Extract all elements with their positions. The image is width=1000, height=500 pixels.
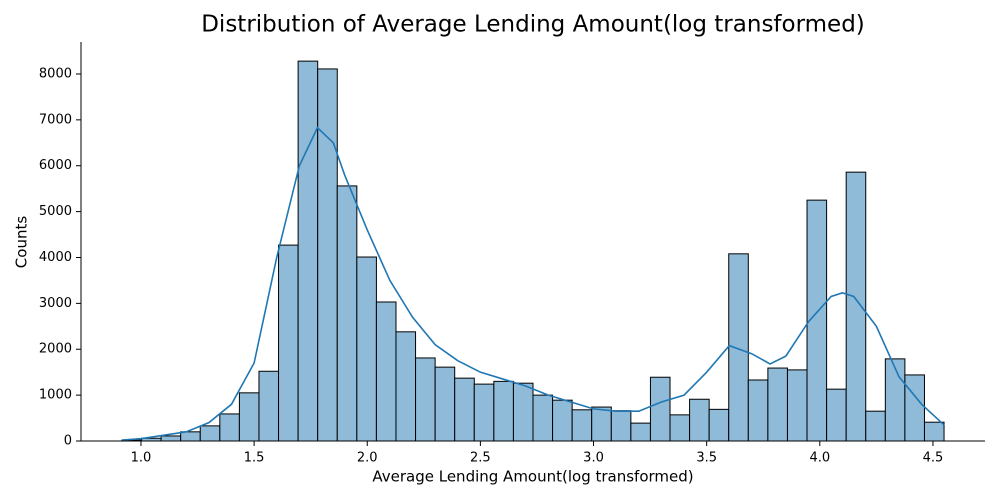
histogram-bar bbox=[199, 425, 221, 442]
x-tick-label: 3.5 bbox=[696, 451, 717, 466]
histogram-bar bbox=[591, 406, 612, 442]
y-tick-label: 6000 bbox=[39, 158, 72, 173]
x-tick-label: 4.5 bbox=[923, 451, 944, 466]
y-tick-label: 0 bbox=[64, 434, 72, 449]
histogram-bar bbox=[512, 382, 534, 442]
histogram-bar bbox=[884, 358, 906, 442]
histogram-bar bbox=[297, 60, 319, 442]
histogram-bar bbox=[375, 301, 397, 442]
histogram-bar bbox=[356, 256, 377, 442]
histogram-bar bbox=[219, 413, 240, 442]
y-axis-label: Counts bbox=[13, 216, 31, 269]
x-tick-label: 4.0 bbox=[809, 451, 830, 466]
histogram-bar bbox=[610, 410, 632, 442]
y-tick-label: 4000 bbox=[39, 250, 72, 265]
histogram-bar bbox=[473, 383, 495, 442]
histogram-bar bbox=[552, 399, 573, 442]
histogram-bar bbox=[826, 388, 847, 442]
histogram-bar bbox=[278, 244, 299, 442]
y-tick-label: 8000 bbox=[39, 66, 72, 81]
histogram-bar bbox=[747, 379, 769, 442]
histogram-bar bbox=[669, 414, 691, 442]
histogram-bar bbox=[865, 410, 886, 442]
histogram-bar bbox=[649, 376, 671, 442]
histogram-bar bbox=[532, 394, 554, 442]
histogram-bar bbox=[317, 68, 338, 442]
x-tick-label: 1.0 bbox=[131, 451, 152, 466]
histogram-bar bbox=[238, 392, 260, 442]
x-tick-label: 2.0 bbox=[357, 451, 378, 466]
x-tick-label: 3.0 bbox=[583, 451, 604, 466]
histogram-bar bbox=[395, 331, 417, 442]
y-tick-label: 3000 bbox=[39, 296, 72, 311]
x-axis-label: Average Lending Amount(log transformed) bbox=[372, 468, 693, 486]
histogram-bar bbox=[454, 377, 475, 442]
y-tick-label: 1000 bbox=[39, 388, 72, 403]
histogram-bar bbox=[845, 171, 867, 442]
histogram-bar bbox=[728, 253, 749, 442]
kde-line bbox=[121, 126, 945, 441]
chart-title: Distribution of Average Lending Amount(l… bbox=[201, 12, 865, 38]
histogram-bar bbox=[767, 367, 788, 442]
histogram-bar bbox=[258, 370, 280, 442]
x-tick-label: 2.5 bbox=[470, 451, 491, 466]
histogram-bar bbox=[571, 409, 593, 442]
histogram-bar bbox=[786, 369, 808, 442]
y-tick-label: 2000 bbox=[39, 342, 72, 357]
histogram-bar bbox=[689, 398, 710, 442]
histogram-bar bbox=[160, 435, 182, 442]
histogram-bar bbox=[708, 408, 730, 442]
histogram-bar bbox=[415, 357, 436, 442]
histogram-bar bbox=[336, 185, 358, 442]
histogram-bar bbox=[180, 431, 201, 442]
y-tick-label: 5000 bbox=[39, 204, 72, 219]
y-tick-label: 7000 bbox=[39, 112, 72, 127]
histogram-bar bbox=[904, 374, 925, 442]
x-tick-label: 1.5 bbox=[244, 451, 265, 466]
histogram-bar bbox=[434, 366, 456, 442]
histogram-bar bbox=[630, 422, 651, 442]
histogram-bar bbox=[923, 421, 945, 442]
histogram-bar bbox=[493, 380, 514, 442]
